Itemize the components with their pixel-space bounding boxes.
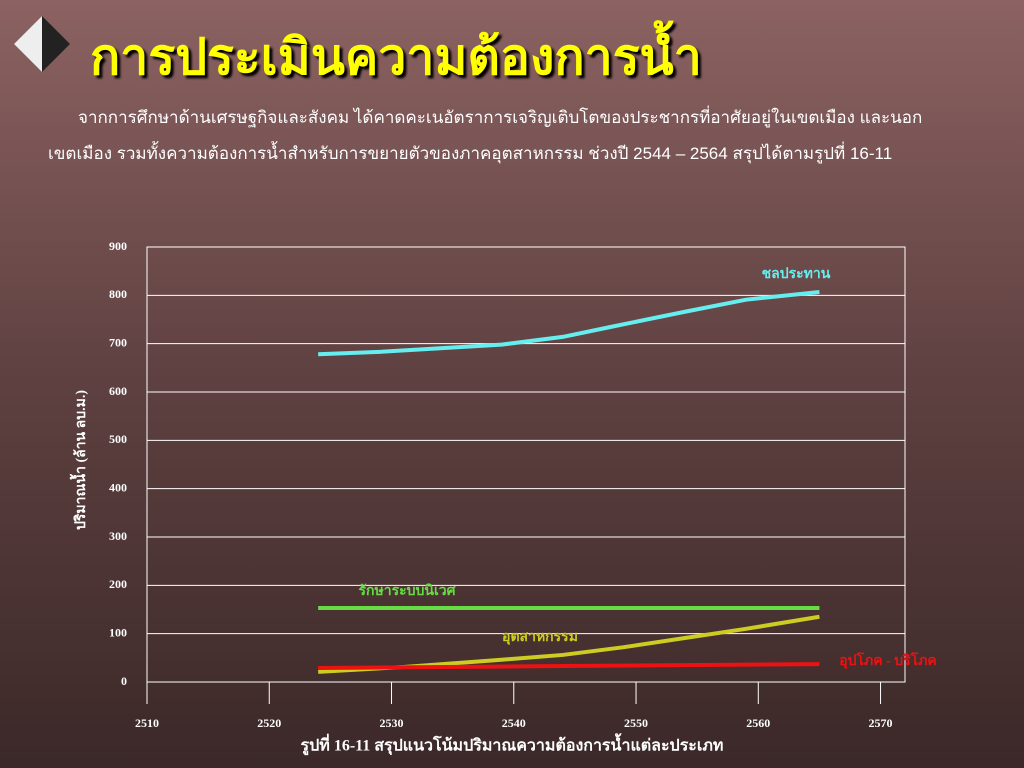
bullet-icon xyxy=(14,16,70,72)
x-tick-label: 2550 xyxy=(624,716,648,730)
x-tick-label: 2540 xyxy=(502,716,526,730)
y-tick-label: 500 xyxy=(109,432,127,446)
body-line: จากการศึกษาด้านเศรษฐกิจและสังคม ได้คาดคะ… xyxy=(78,108,923,127)
series-line xyxy=(318,662,820,670)
y-tick-label: 200 xyxy=(109,577,127,591)
series-label: อุตสาหกรรม xyxy=(502,630,578,645)
y-tick-label: 300 xyxy=(109,529,127,543)
x-tick-label: 2530 xyxy=(380,716,404,730)
x-tick-label: 2510 xyxy=(135,716,159,730)
chart-caption: รูปที่ 16-11 สรุปแนวโน้มปริมาณความต้องกา… xyxy=(301,733,724,757)
y-axis-label: ปริมาณน้ำ (ล้าน ลบ.ม.) xyxy=(69,390,89,530)
x-tick-label: 2560 xyxy=(746,716,770,730)
y-tick-label: 600 xyxy=(109,384,127,398)
x-tick-label: 2570 xyxy=(869,716,893,730)
y-tick-label: 900 xyxy=(109,239,127,253)
y-tick-label: 100 xyxy=(109,625,127,639)
y-tick-label: 700 xyxy=(109,335,127,349)
y-tick-label: 800 xyxy=(109,287,127,301)
plot-frame xyxy=(146,246,906,683)
body-line: เขตเมือง รวมทั้งความต้องการน้ำสำหรับการข… xyxy=(48,144,893,163)
y-tick-label: 400 xyxy=(109,480,127,494)
x-tick-label: 2520 xyxy=(257,716,281,730)
series-line xyxy=(318,289,820,357)
body-text: จากการศึกษาด้านเศรษฐกิจและสังคม ได้คาดคะ… xyxy=(48,100,998,172)
series-label: ชลประทาน xyxy=(762,267,831,282)
y-tick-label: 0 xyxy=(121,674,127,688)
series-label: รักษาระบบนิเวศ xyxy=(358,583,456,599)
bullet-diamond-light xyxy=(14,16,42,72)
slide-title: การประเมินความต้องการน้ำ xyxy=(90,29,702,85)
series-label: อุปโภค - บริโภค xyxy=(839,651,937,669)
